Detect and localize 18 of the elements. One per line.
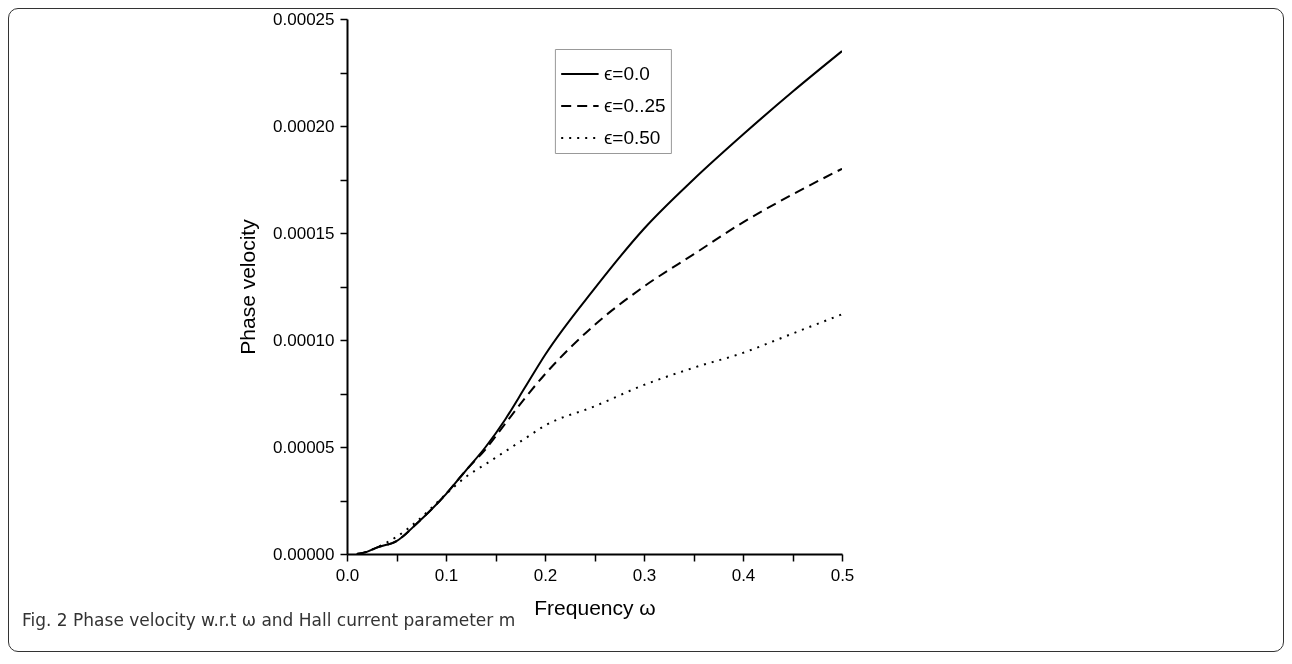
y-tick-label: 0.00005 bbox=[273, 437, 335, 457]
x-tick-label: 0.4 bbox=[731, 565, 756, 585]
x-tick-label: 0.2 bbox=[533, 565, 558, 585]
y-tick-label: 0.00020 bbox=[273, 116, 335, 136]
x-tick-label: 0.3 bbox=[632, 565, 657, 585]
y-tick-label: 0.00015 bbox=[273, 223, 335, 243]
x-tick-label: 0.1 bbox=[434, 565, 459, 585]
legend-label: ϵ=0.50 bbox=[603, 127, 661, 148]
y-axis-title: Phase velocity bbox=[236, 218, 260, 355]
caption: Fig. 2 Phase velocity w.r.t ω and Hall current parameter m bbox=[22, 610, 516, 630]
x-axis-title: Frequency ω bbox=[534, 595, 656, 619]
y-tick-label: 0.00000 bbox=[273, 544, 335, 564]
x-tick-label: 0.5 bbox=[830, 565, 855, 585]
y-tick-label: 0.00025 bbox=[273, 9, 335, 29]
y-tick-label: 0.00010 bbox=[273, 330, 335, 350]
legend-label: ϵ=0..25 bbox=[603, 95, 666, 116]
legend-label: ϵ=0.0 bbox=[603, 63, 650, 84]
x-tick-label: 0.0 bbox=[335, 565, 360, 585]
